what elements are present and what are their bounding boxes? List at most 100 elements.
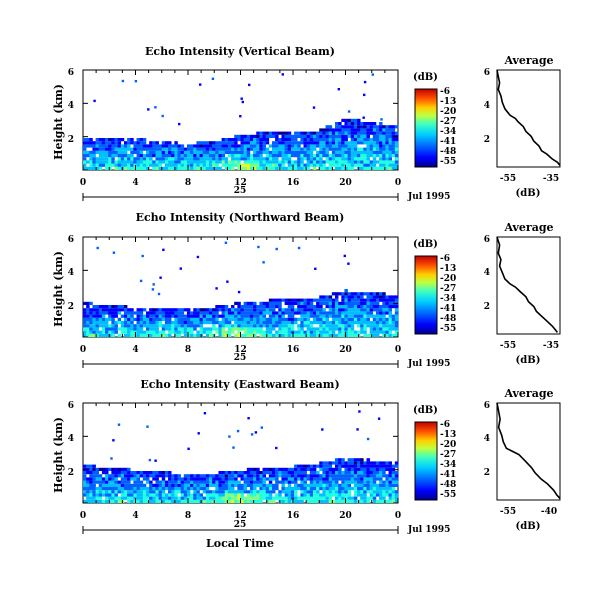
- heatmap-cell: [366, 317, 370, 321]
- heatmap-cell: [111, 324, 115, 328]
- heatmap-cell: [281, 147, 285, 151]
- heatmap-cell: [199, 157, 203, 161]
- heatmap-cell: [372, 163, 377, 167]
- heatmap-cell: [344, 144, 348, 148]
- heatmap-cell: [391, 464, 396, 468]
- heatmap-cell: [375, 467, 380, 471]
- heatmap-cell: [382, 305, 386, 309]
- heatmap-cell: [243, 144, 248, 148]
- heatmap-cell: [366, 333, 370, 337]
- heatmap-cell: [344, 147, 348, 151]
- heatmap-cell: [120, 493, 125, 497]
- heatmap-cell: [237, 314, 241, 318]
- heatmap-cell: [300, 471, 304, 475]
- heatmap-cell: [161, 308, 166, 312]
- heatmap-cell: [111, 483, 115, 487]
- heatmap-cell: [350, 308, 355, 312]
- heatmap-cell: [212, 474, 216, 478]
- heatmap-cell: [360, 301, 364, 305]
- heatmap-cell: [303, 314, 307, 318]
- heatmap-cell: [335, 471, 339, 475]
- heatmap-cell: [171, 147, 175, 151]
- heatmap-cell: [243, 160, 248, 164]
- heatmap-cell: [180, 311, 185, 315]
- heatmap-cell: [155, 490, 159, 494]
- heatmap-cell: [186, 150, 191, 154]
- heatmap-cell: [297, 298, 301, 302]
- heatmap-cell: [360, 496, 364, 500]
- heatmap-cell: [171, 154, 175, 158]
- heatmap-cell: [209, 141, 213, 145]
- heatmap-cell: [357, 471, 361, 475]
- heatmap-cell: [331, 160, 336, 164]
- heatmap-cell: [168, 480, 172, 484]
- heatmap-cell: [391, 163, 396, 167]
- y-axis-label: Height (km): [52, 84, 65, 160]
- heatmap-cell: [259, 144, 263, 148]
- heatmap-cell: [146, 163, 150, 167]
- heatmap-cell: [382, 321, 386, 325]
- colorbar-tick-label: -34: [440, 127, 456, 137]
- heatmap-cell: [105, 496, 109, 500]
- heatmap-cell: [117, 311, 122, 315]
- heatmap-cell: [338, 317, 342, 321]
- heatmap-cell: [139, 154, 144, 158]
- heatmap-cell: [152, 477, 156, 481]
- heatmap-cell: [190, 493, 194, 497]
- heatmap-cell: [371, 73, 374, 76]
- heatmap-cell: [249, 321, 254, 325]
- heatmap-cell: [249, 144, 254, 148]
- heatmap-cell: [218, 321, 222, 325]
- heatmap-cell: [139, 144, 144, 148]
- heatmap-cell: [284, 327, 289, 331]
- heatmap-cell: [360, 157, 364, 161]
- heatmap-cell: [281, 477, 285, 481]
- heatmap-cell: [142, 147, 147, 151]
- heatmap-cell: [111, 493, 115, 497]
- heatmap-cell: [382, 330, 386, 334]
- heatmap-cell: [139, 314, 144, 318]
- heatmap-cell: [268, 144, 273, 148]
- heatmap-cell: [366, 141, 370, 145]
- heatmap-cell: [312, 464, 317, 468]
- heatmap-cell: [111, 311, 115, 315]
- heatmap-cell: [388, 128, 392, 132]
- heatmap-cell: [123, 154, 128, 158]
- heatmap-cell: [183, 163, 188, 167]
- heatmap-cell: [275, 477, 279, 481]
- heatmap-cell: [316, 483, 320, 487]
- heatmap-cell: [161, 474, 166, 478]
- heatmap-cell: [275, 154, 279, 158]
- heatmap-cell: [123, 311, 128, 315]
- heatmap-cell: [101, 163, 106, 167]
- heatmap-cell: [171, 163, 175, 167]
- y-tick-label: 2: [68, 468, 74, 478]
- heatmap-cell: [300, 163, 304, 167]
- heatmap-cell: [369, 122, 374, 126]
- heatmap-title: Echo Intensity (Vertical Beam): [145, 45, 335, 58]
- heatmap-cell: [161, 154, 166, 158]
- heatmap-cell: [314, 267, 317, 270]
- heatmap-cell: [275, 144, 279, 148]
- heatmap-cell: [353, 458, 358, 462]
- heatmap-cell: [356, 428, 359, 431]
- heatmap-cell: [341, 134, 345, 138]
- heatmap-cell: [196, 480, 200, 484]
- heatmap-cell: [319, 128, 323, 132]
- heatmap-cell: [231, 157, 235, 161]
- heatmap-cell: [375, 324, 380, 328]
- x-ticks: [82, 69, 399, 171]
- heatmap-cell: [174, 487, 178, 491]
- heatmap-cell: [272, 160, 276, 164]
- heatmap-cell: [341, 154, 345, 158]
- heatmap-cell: [154, 459, 157, 462]
- heatmap-cell: [357, 160, 361, 164]
- heatmap-cell: [353, 147, 358, 151]
- heatmap-cell: [284, 480, 289, 484]
- heatmap-cell: [161, 144, 166, 148]
- heatmap-cell: [142, 321, 147, 325]
- heatmap-cell: [142, 483, 147, 487]
- heatmap-cell: [350, 477, 355, 481]
- heatmap-cell: [385, 461, 389, 465]
- heatmap-cell: [278, 321, 282, 325]
